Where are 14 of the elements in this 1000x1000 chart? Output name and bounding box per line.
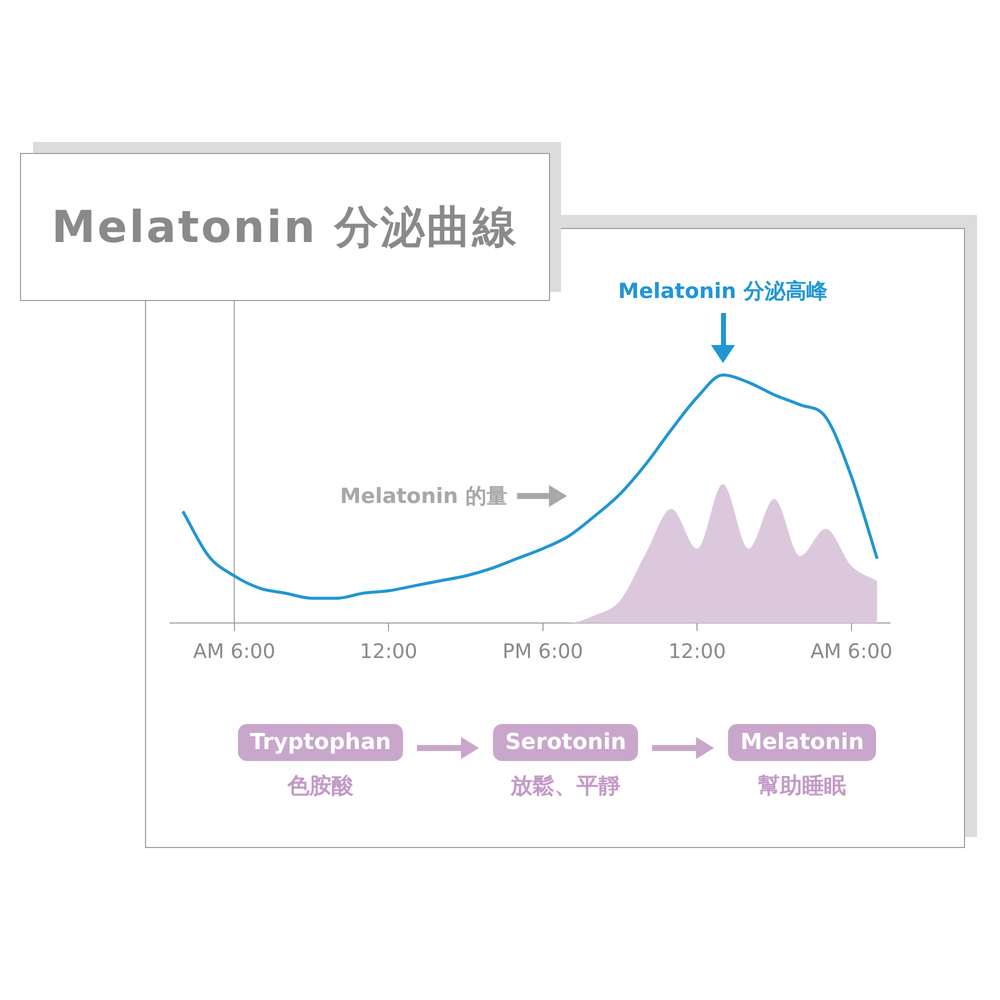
chart-title: Melatonin 分泌曲線 (52, 200, 518, 254)
text: Melatonin (728, 724, 876, 761)
text: 幫助睡眠 (758, 773, 846, 801)
x-tick-label: 12:00 (360, 639, 418, 664)
x-tick-label: PM 6:00 (502, 639, 584, 664)
x-tick-label: AM 6:00 (193, 639, 276, 664)
text: Serotonin (493, 724, 638, 761)
x-tick-label: 12:00 (668, 639, 726, 664)
text: Melatonin 的量 (340, 483, 508, 510)
text: 放鬆、平靜 (510, 773, 621, 801)
text: Melatonin 分泌高峰 (617, 278, 829, 305)
text: Tryptophan (238, 724, 404, 761)
text: 色胺酸 (288, 773, 354, 801)
x-tick-label: AM 6:00 (810, 639, 893, 664)
